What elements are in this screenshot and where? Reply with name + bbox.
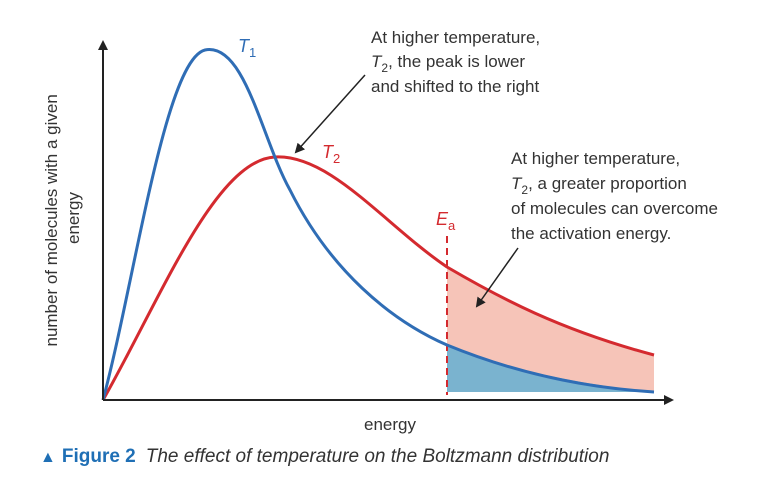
figure-caption: ▲ Figure 2 The effect of temperature on th… [40,446,609,468]
t1-activation-area [447,345,654,392]
t1-curve [101,48,655,401]
t2-curve [101,155,655,401]
x-axis-label: energy [364,415,416,434]
peak-annotation: At higher temperature, T2, the peak is l… [371,28,545,96]
activation-energy-label: Ea [436,209,456,233]
figure-caption-text: The effect of temperature on the Boltzma… [145,446,610,467]
t2-label: T2 [322,142,340,166]
t2-activation-area [447,267,654,392]
boltzmann-diagram: number of molecules with a given energy … [42,28,723,434]
area-annotation-arrow [475,247,519,308]
y-axis-label: number of molecules with a given energy [42,89,83,346]
t1-label: T1 [238,36,256,60]
caption-triangle-icon: ▲ [40,449,56,466]
peak-annotation-arrow [294,74,366,154]
figure-number: Figure 2 [61,446,136,467]
area-annotation: At higher temperature, T2, a greater pro… [511,149,723,243]
